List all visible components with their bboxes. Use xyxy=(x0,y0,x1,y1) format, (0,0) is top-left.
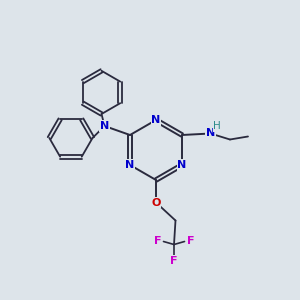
Text: F: F xyxy=(187,236,194,247)
Text: O: O xyxy=(151,197,161,208)
Text: F: F xyxy=(154,236,161,247)
Text: F: F xyxy=(170,256,178,266)
Text: N: N xyxy=(125,160,135,170)
Text: N: N xyxy=(177,160,187,170)
Text: N: N xyxy=(206,128,215,139)
Text: N: N xyxy=(100,121,109,131)
Text: H: H xyxy=(213,121,221,131)
Text: N: N xyxy=(152,115,160,125)
